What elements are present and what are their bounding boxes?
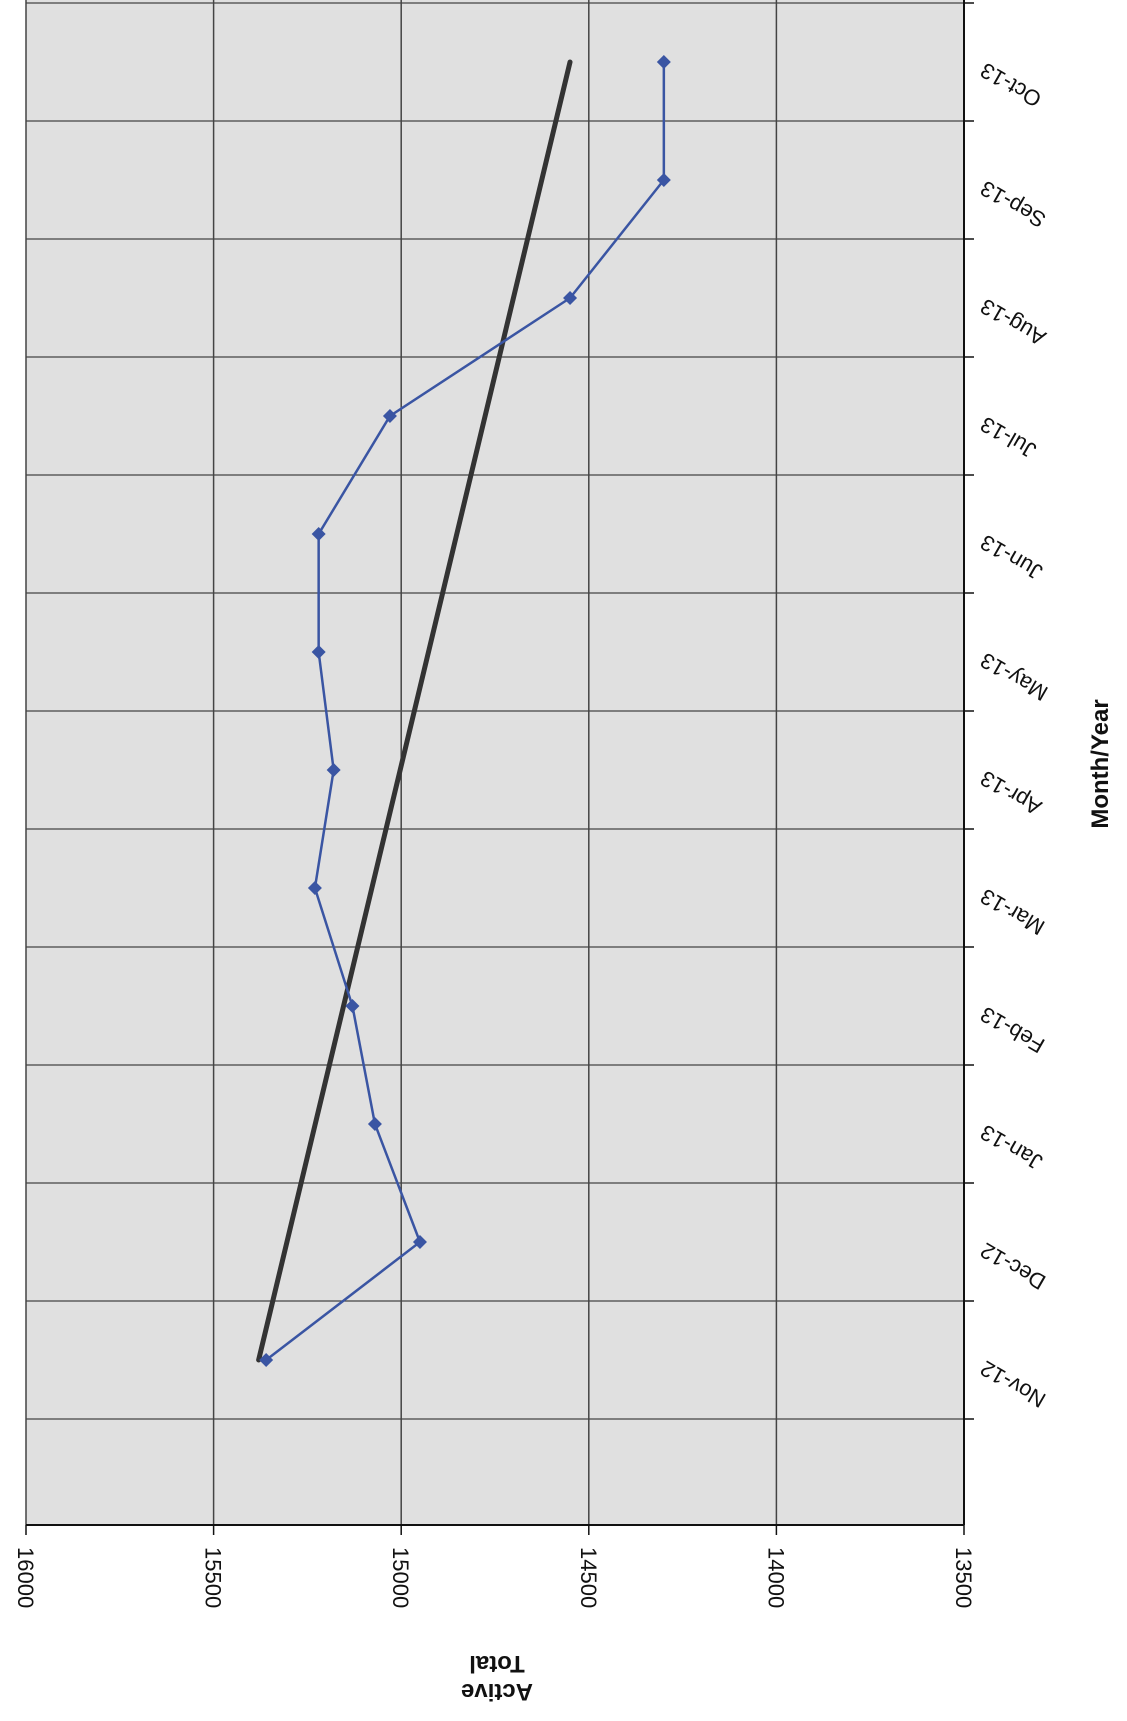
- y-tick-label: 14000: [763, 1547, 788, 1608]
- data-point-marker: [382, 409, 397, 423]
- y-tick-labels: 16000 15500 15000 14500 14000 13500: [13, 1547, 976, 1608]
- data-point-marker: [307, 881, 322, 895]
- x-tick-label: Dec-12: [976, 1238, 1050, 1295]
- x-tick-label: Jan-13: [976, 1120, 1047, 1175]
- y-axis-title: Active Total: [461, 1650, 533, 1705]
- y-tick-label: 14500: [576, 1547, 601, 1608]
- y-tick-label: 15000: [388, 1547, 413, 1608]
- data-point-marker: [656, 173, 671, 187]
- plot-area: [26, 0, 964, 1525]
- y-tick-label: 15500: [201, 1547, 226, 1608]
- data-point-marker: [311, 645, 326, 659]
- x-axis-title: Month/Year: [1087, 699, 1114, 828]
- data-point-marker: [311, 527, 326, 541]
- x-tick-label: Feb-13: [976, 1002, 1049, 1059]
- x-tick-label: Apr-13: [976, 766, 1046, 821]
- y-axis-title-line1: Active: [461, 1678, 533, 1705]
- data-point-marker: [412, 1235, 427, 1249]
- x-tick-label: Nov-12: [976, 1356, 1050, 1413]
- trend-line: [256, 59, 573, 1363]
- x-tick-label: Jul-13: [976, 412, 1040, 464]
- data-point-marker: [367, 1117, 382, 1131]
- x-tick-labels: Nov-12 Dec-12 Jan-13 Feb-13 Mar-13 Apr-13 May-…: [976, 58, 1052, 1413]
- data-series: [259, 55, 671, 1367]
- series-line: [265, 62, 666, 1361]
- x-tick-label: Jun-13: [976, 530, 1047, 585]
- x-tick-label: Oct-13: [976, 58, 1046, 113]
- data-point-marker: [326, 763, 341, 777]
- axes: [25, 0, 974, 1535]
- y-tick-label: 13500: [951, 1547, 976, 1608]
- data-point-marker: [656, 55, 671, 69]
- x-tick-label: May-13: [976, 648, 1052, 706]
- data-point-marker: [259, 1353, 274, 1367]
- data-point-marker: [345, 999, 360, 1013]
- x-tick-label: Aug-13: [976, 294, 1050, 351]
- y-tick-label: 16000: [13, 1547, 38, 1608]
- x-tick-label: Sep-13: [976, 176, 1050, 233]
- trendline: [256, 59, 573, 1363]
- y-axis-title-line2: Total: [469, 1650, 525, 1677]
- data-point-marker: [563, 291, 578, 305]
- x-tick-label: Mar-13: [976, 884, 1049, 940]
